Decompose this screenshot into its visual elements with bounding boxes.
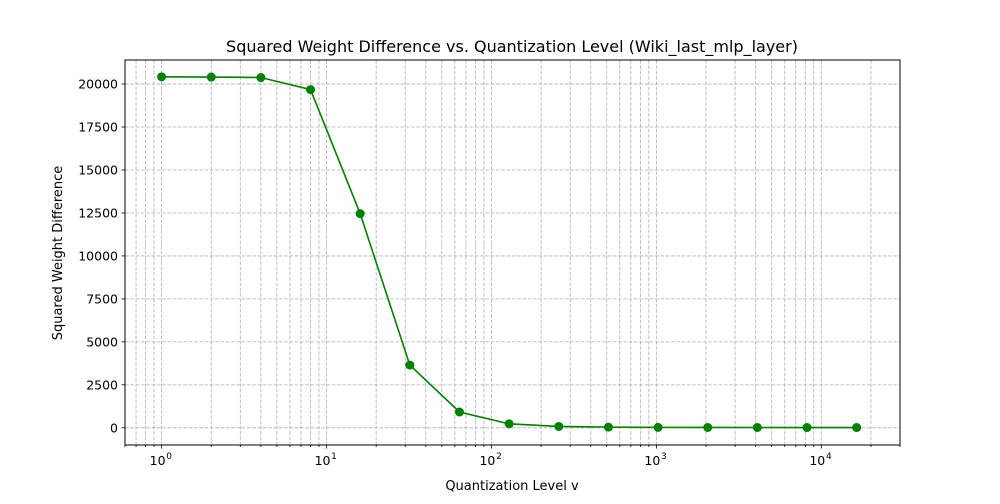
- x-tick-label: 10: [809, 453, 825, 468]
- x-tick-exponent: 3: [661, 452, 667, 462]
- x-tick-label: 10: [479, 453, 495, 468]
- y-axis-label: Squared Weight Difference: [51, 166, 66, 341]
- data-point: [454, 407, 464, 417]
- x-tick-label: 10: [150, 453, 166, 468]
- x-tick-exponent: 1: [331, 452, 337, 462]
- data-point: [703, 422, 713, 432]
- data-point: [653, 422, 663, 432]
- x-tick-exponent: 4: [826, 452, 832, 462]
- x-axis-label: Quantization Level v: [445, 479, 579, 494]
- data-point: [752, 423, 762, 433]
- data-point: [306, 85, 316, 95]
- axes: 0250050007500100001250015000175002000010…: [78, 77, 901, 468]
- grid: [124, 60, 901, 445]
- data-point: [802, 423, 812, 433]
- data-point: [355, 209, 365, 219]
- data-point: [206, 72, 216, 82]
- y-tick-label: 2500: [86, 377, 118, 392]
- x-tick-label: 10: [644, 453, 660, 468]
- data-point: [504, 419, 514, 429]
- data-series: [157, 72, 862, 433]
- y-tick-label: 7500: [86, 291, 118, 306]
- y-tick-label: 12500: [78, 205, 118, 220]
- y-tick-label: 17500: [78, 120, 118, 135]
- y-tick-label: 5000: [86, 334, 118, 349]
- data-point: [603, 422, 613, 432]
- series-line: [161, 76, 857, 429]
- data-point: [256, 73, 266, 83]
- y-tick-label: 15000: [78, 163, 118, 178]
- plot-area: [124, 59, 901, 446]
- x-tick-exponent: 0: [166, 452, 172, 462]
- x-tick-exponent: 2: [496, 452, 502, 462]
- data-point: [405, 360, 415, 370]
- data-point: [554, 421, 564, 431]
- y-tick-label: 20000: [78, 77, 118, 92]
- y-tick-label: 10000: [78, 248, 118, 263]
- x-tick-label: 10: [315, 453, 331, 468]
- data-point: [852, 423, 862, 433]
- y-tick-label: 0: [110, 420, 118, 435]
- data-point: [157, 72, 167, 82]
- chart-title: Squared Weight Difference vs. Quantizati…: [226, 37, 798, 57]
